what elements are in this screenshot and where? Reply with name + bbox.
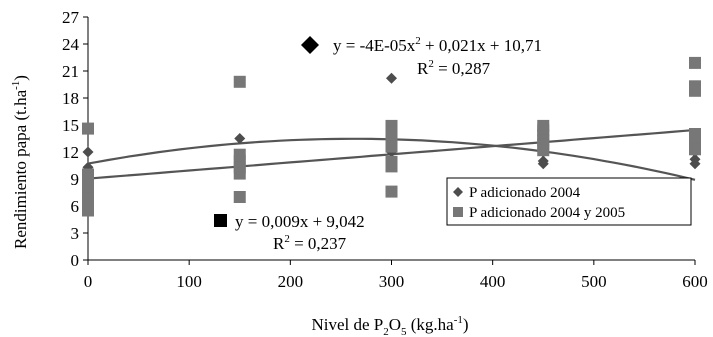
data-point-2004-2005 [233,191,246,203]
y-tick-label: 3 [71,224,80,243]
data-point-2004 [689,158,701,170]
data-point-2004-2005 [385,185,398,198]
data-point-2004-2005 [537,144,550,157]
y-tick-label: 6 [71,197,80,216]
legend-box [446,177,692,226]
y-tick-label: 27 [62,8,80,27]
data-points [82,56,701,217]
legend: P adicionado 2004 P adicionado 2004 y 20… [446,177,692,226]
legend-square-icon [453,207,463,217]
data-point-2004-2005 [82,204,94,217]
x-tick-label: 300 [379,272,405,291]
data-point-2004 [537,158,549,170]
poly-equation-annotation: y = -4E-05x2 + 0,021x + 10,71 R2 = 0,287 [301,35,542,78]
legend-item-2004: P adicionado 2004 [469,185,581,201]
y-tick-label: 9 [71,170,80,189]
data-point-2004-2005 [233,167,246,180]
x-tick-label: 100 [176,272,202,291]
x-axis-title: Nivel de P2O5 (kg.ha-1) [311,314,468,337]
y-axis-title: Rendimiento papa (t.ha-1) [10,75,30,249]
data-point-2004-2005 [689,84,701,97]
linear-equation-annotation: y = 0,009x + 9,042 R2 = 0,237 [214,212,365,253]
x-tick-label: 0 [84,272,93,291]
data-point-2004-2005 [385,160,398,173]
x-tick-label: 600 [682,272,708,291]
y-tick-label: 15 [62,116,79,135]
data-point-2004 [82,146,94,158]
data-point-2004-2005 [385,140,398,153]
data-point-2004 [386,72,397,84]
data-point-2004-2005 [82,122,94,135]
data-point-2004-2005 [689,143,701,156]
linear-equation-text: y = 0,009x + 9,042 [235,212,365,231]
linear-r2-text: R2 = 0,237 [273,233,347,253]
poly-equation-diamond-icon [301,36,319,54]
data-point-2004 [234,133,246,144]
x-tick-label: 200 [278,272,304,291]
x-tick-label: 500 [581,272,607,291]
legend-diamond-icon [453,187,463,197]
y-tick-label: 0 [71,251,80,270]
poly-equation-text: y = -4E-05x2 + 0,021x + 10,71 [333,35,542,55]
y-tick-label: 18 [62,89,79,108]
y-tick-label: 24 [62,35,80,54]
x-axis: 0 100 200 300 400 500 600 [84,259,708,291]
x-tick-label: 400 [480,272,506,291]
data-point-2004-2005 [233,75,246,88]
y-axis: 0 3 6 9 12 15 18 21 24 27 [62,8,89,270]
y-tick-label: 12 [62,143,79,162]
y-tick-label: 21 [62,62,79,81]
poly-r2-text: R2 = 0,287 [417,58,491,78]
legend-item-2004-2005: P adicionado 2004 y 2005 [469,205,625,221]
data-point-2004-2005 [689,56,701,69]
linear-equation-square-icon [214,214,227,227]
